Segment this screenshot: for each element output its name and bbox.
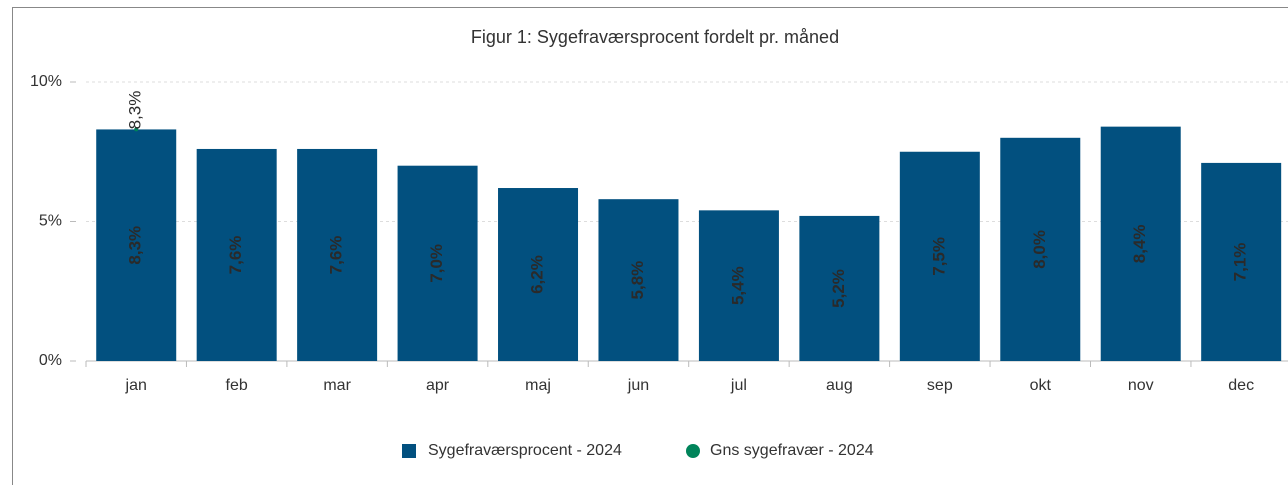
x-tick-label: aug: [826, 377, 853, 394]
bar: [1100, 126, 1181, 361]
data-label: 8,3%: [126, 226, 145, 265]
legend-swatch: [402, 444, 416, 458]
data-label: 8,4%: [1130, 224, 1149, 263]
x-tick-label: mar: [323, 377, 351, 394]
x-tick-label: jun: [627, 377, 649, 394]
data-label: 5,4%: [728, 266, 747, 305]
average-label: 8,3%: [126, 91, 145, 130]
y-tick-label: 0%: [39, 352, 62, 369]
data-label: 6,2%: [528, 255, 547, 294]
bar: [498, 188, 579, 361]
bar: [899, 151, 980, 361]
y-tick-label: 5%: [39, 213, 62, 230]
x-tick-label: maj: [525, 377, 551, 394]
data-label: 7,1%: [1231, 243, 1250, 282]
legend-label: Gns sygefravær - 2024: [710, 442, 874, 459]
legend-label: Sygefraværsprocent - 2024: [428, 442, 622, 459]
bar: [96, 129, 177, 361]
x-tick-label: dec: [1228, 377, 1254, 394]
data-label: 5,2%: [829, 269, 848, 308]
bar: [1201, 162, 1282, 361]
bar: [397, 165, 478, 361]
average-point: [134, 127, 139, 132]
data-label: 5,8%: [628, 261, 647, 300]
data-label: 7,5%: [929, 237, 948, 276]
bar: [598, 199, 679, 361]
legend-swatch: [686, 444, 700, 458]
x-tick-label: jan: [125, 377, 147, 394]
chart-title: Figur 1: Sygefraværsprocent fordelt pr. …: [471, 27, 839, 47]
data-label: 7,6%: [327, 236, 346, 275]
bar: [196, 148, 277, 361]
bar: [799, 215, 880, 361]
data-label: 8,0%: [1030, 230, 1049, 269]
x-tick-label: apr: [426, 377, 450, 394]
data-label: 7,0%: [427, 244, 446, 283]
data-label: 7,6%: [226, 236, 245, 275]
bar: [297, 148, 378, 361]
x-tick-label: okt: [1030, 377, 1052, 394]
x-tick-label: sep: [927, 377, 953, 394]
bar: [698, 210, 779, 361]
x-tick-label: feb: [226, 377, 248, 394]
x-tick-label: jul: [730, 377, 747, 394]
x-tick-label: nov: [1128, 377, 1154, 394]
bar: [1000, 137, 1081, 361]
y-tick-label: 10%: [30, 73, 62, 90]
